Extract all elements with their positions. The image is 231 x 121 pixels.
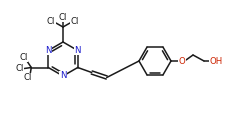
Text: O: O [179,57,185,65]
Text: Cl: Cl [19,53,27,62]
Text: N: N [60,72,66,80]
Text: Cl: Cl [59,12,67,22]
Text: Cl: Cl [23,73,31,82]
Text: N: N [74,46,81,55]
Text: Cl: Cl [71,16,79,26]
Text: Cl: Cl [47,16,55,26]
Text: Cl: Cl [15,64,24,73]
Text: OH: OH [209,57,223,65]
Text: N: N [45,46,52,55]
